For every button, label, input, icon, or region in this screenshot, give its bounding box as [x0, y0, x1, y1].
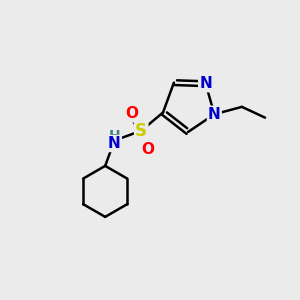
Text: N: N [108, 136, 121, 151]
Text: O: O [141, 142, 154, 157]
Text: H: H [109, 129, 120, 143]
Text: N: N [208, 107, 221, 122]
Text: N: N [199, 76, 212, 91]
Text: S: S [135, 122, 147, 140]
Text: O: O [125, 106, 138, 122]
